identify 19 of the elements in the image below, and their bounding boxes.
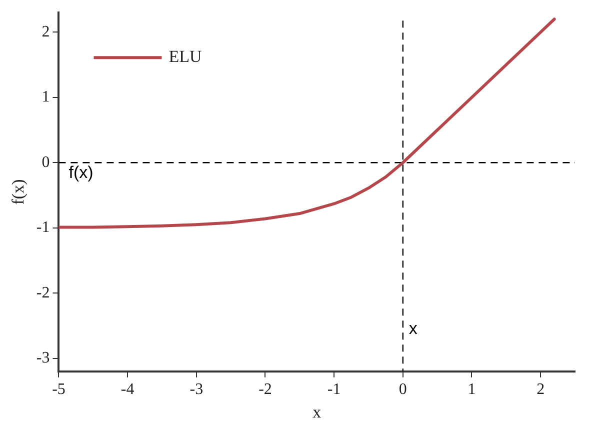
y-tick-label: -2 — [36, 284, 50, 302]
y-tick-label: 1 — [42, 88, 50, 106]
x-tick-label: 1 — [468, 381, 476, 398]
x-tick-label: 0 — [398, 381, 407, 398]
x-tick-label: -3 — [190, 381, 204, 398]
x-axis-title: x — [312, 402, 322, 422]
ref-line-label: f(x) — [68, 162, 94, 182]
legend-label: ELU — [168, 47, 202, 66]
y-tick-label: -3 — [36, 350, 50, 367]
y-axis-title: f(x) — [8, 179, 28, 205]
x-tick-label: -2 — [258, 381, 272, 398]
ref-line-label: x — [408, 319, 418, 338]
y-tick-label: 0 — [42, 154, 50, 171]
y-tick-label: 2 — [42, 23, 50, 40]
x-tick-label: 2 — [536, 381, 545, 398]
x-tick-label: -1 — [327, 381, 341, 398]
x-tick-label: -4 — [120, 381, 134, 398]
y-tick-label: -1 — [36, 219, 50, 236]
x-tick-label: -5 — [52, 381, 66, 398]
